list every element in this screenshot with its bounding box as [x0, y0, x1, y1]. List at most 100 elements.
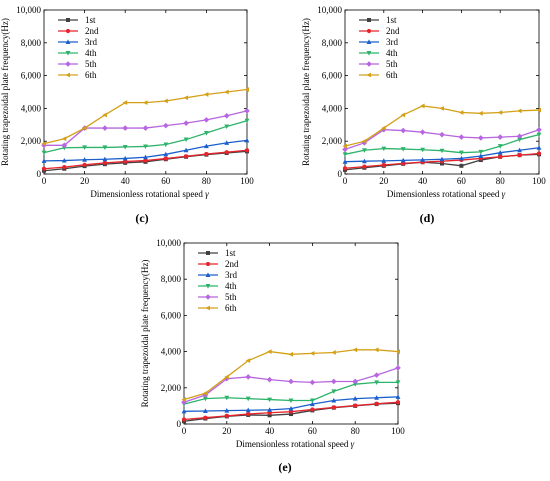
data-point-2nd: [244, 148, 250, 153]
data-point-3rd: [352, 396, 358, 401]
legend-label-1st: 1st: [386, 15, 397, 25]
y-tick-label: 6,000: [161, 310, 182, 320]
data-point-6th: [245, 358, 251, 364]
legend-label-4th: 4th: [225, 281, 237, 291]
data-point-4th: [224, 395, 230, 401]
legend-marker-6th: [366, 72, 371, 78]
data-point-4th: [400, 147, 406, 152]
legend-marker-6th: [205, 305, 210, 311]
data-point-5th: [478, 135, 484, 141]
data-point-6th: [342, 143, 347, 149]
data-point-4th: [143, 144, 148, 150]
data-point-3rd: [204, 143, 209, 149]
y-tick-label: 4,000: [161, 347, 182, 357]
data-point-6th: [163, 98, 168, 104]
legend-marker-4th: [65, 51, 71, 56]
data-point-5th: [439, 131, 445, 138]
data-point-2nd: [342, 166, 348, 171]
y-tick-label: 8,000: [322, 38, 343, 48]
legend-marker-1st: [66, 18, 70, 22]
data-point-3rd: [41, 158, 47, 163]
data-point-4th: [362, 148, 367, 153]
x-tick-label: 20: [222, 426, 232, 436]
data-point-6th: [61, 136, 67, 142]
data-point-6th: [82, 125, 87, 131]
data-point-5th: [352, 378, 358, 385]
data-point-5th: [224, 375, 230, 382]
data-point-3rd: [342, 159, 348, 164]
y-tick-label: 6,000: [322, 71, 343, 81]
y-tick-label: 10,000: [156, 238, 181, 248]
legend-marker-3rd: [366, 39, 372, 44]
data-point-5th: [163, 122, 169, 129]
legend-marker-2nd: [65, 28, 71, 34]
data-point-6th: [244, 87, 249, 92]
data-point-5th: [309, 379, 316, 386]
data-point-3rd: [224, 140, 230, 145]
legend-marker-6th: [65, 72, 70, 78]
x-tick-label: 60: [308, 426, 318, 436]
legend-marker-3rd: [65, 39, 71, 44]
data-point-5th: [203, 117, 210, 123]
data-point-6th: [202, 390, 208, 396]
y-axis-label: Rotating trapezoidal plate frequency(Hz): [301, 18, 311, 166]
x-axis-symbol: γ: [502, 189, 506, 199]
data-point-2nd: [246, 411, 251, 417]
x-tick-label: 20: [80, 176, 90, 186]
legend-label-1st: 1st: [225, 248, 236, 258]
x-tick-label: 100: [532, 176, 546, 186]
data-point-4th: [203, 396, 208, 402]
data-point-4th: [517, 137, 522, 143]
y-tick-label: 4,000: [322, 103, 343, 113]
data-point-3rd: [420, 157, 425, 162]
data-point-3rd: [245, 407, 251, 413]
legend-marker-4th: [205, 284, 211, 289]
legend-marker-2nd: [205, 261, 211, 267]
legend-marker-5th: [366, 61, 372, 67]
data-point-6th: [400, 112, 406, 118]
x-tick-label: 80: [351, 426, 361, 436]
data-point-5th: [400, 127, 406, 134]
data-point-2nd: [181, 417, 187, 422]
legend-label-3rd: 3rd: [225, 270, 237, 280]
data-point-3rd: [362, 158, 367, 164]
x-axis-label: Dimensionless rotational speed γ: [236, 439, 355, 449]
y-tick-label: 2,000: [21, 136, 42, 146]
data-point-5th: [61, 142, 68, 149]
data-point-3rd: [203, 408, 208, 413]
legend-marker-1st: [206, 251, 210, 255]
x-tick-label: 40: [418, 176, 428, 186]
data-point-3rd: [244, 137, 250, 143]
y-tick-label: 8,000: [21, 38, 42, 48]
data-point-2nd: [498, 154, 503, 159]
plot-frame: [183, 242, 399, 425]
data-point-2nd: [517, 153, 522, 158]
data-point-6th: [224, 89, 229, 95]
data-point-3rd: [267, 407, 272, 412]
data-point-4th: [310, 398, 315, 404]
data-point-3rd: [82, 157, 87, 162]
legend-label-5th: 5th: [225, 292, 237, 302]
data-point-4th: [374, 380, 379, 385]
y-tick-label: 6,000: [21, 71, 42, 81]
x-tick-label: 80: [496, 176, 506, 186]
data-point-6th: [122, 100, 128, 106]
data-point-4th: [439, 148, 445, 154]
data-point-4th: [497, 144, 503, 149]
data-point-4th: [41, 150, 47, 156]
plot-frame: [344, 9, 540, 175]
data-point-5th: [244, 108, 250, 114]
data-point-6th: [288, 351, 293, 357]
y-tick-label: 4,000: [21, 103, 42, 113]
data-point-4th: [82, 145, 87, 151]
legend-label-4th: 4th: [85, 48, 97, 58]
data-point-2nd: [143, 158, 148, 163]
legend-label-2nd: 2nd: [386, 26, 400, 36]
data-point-5th: [395, 365, 401, 371]
data-point-4th: [395, 380, 401, 385]
y-tick-label: 2,000: [322, 136, 343, 146]
data-point-5th: [288, 378, 294, 385]
data-point-5th: [536, 126, 542, 133]
